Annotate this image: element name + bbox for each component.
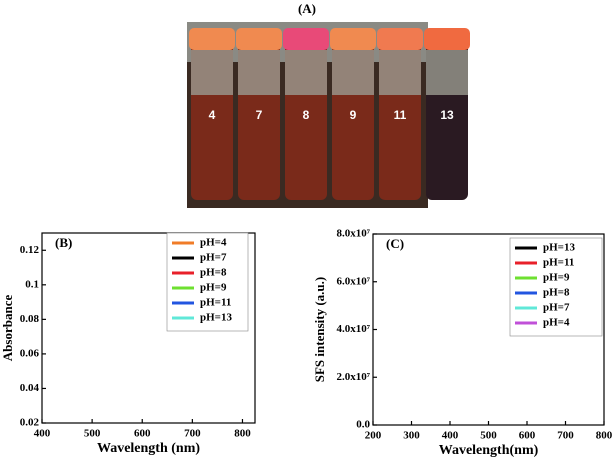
legend-box bbox=[166, 232, 249, 332]
tube-top bbox=[426, 50, 468, 95]
legend-label: pH=7 bbox=[200, 252, 227, 264]
legend-label: pH=13 bbox=[200, 312, 232, 324]
x-tick-label: 500 bbox=[480, 430, 497, 442]
panel-label: (C) bbox=[386, 236, 404, 251]
tube-label: 8 bbox=[303, 108, 310, 122]
x-tick-label: 300 bbox=[403, 430, 420, 442]
legend-label: pH=4 bbox=[200, 237, 227, 249]
x-tick-label: 200 bbox=[365, 430, 382, 442]
legend-label: pH=11 bbox=[200, 297, 231, 309]
tube-cap bbox=[377, 28, 423, 50]
y-tick-label: 0.04 bbox=[20, 382, 40, 394]
panel-label: (B) bbox=[55, 235, 72, 250]
x-tick-label: 700 bbox=[557, 430, 574, 442]
x-axis-label: Wavelength(nm) bbox=[439, 443, 539, 458]
y-tick-label: 0.12 bbox=[20, 244, 40, 256]
tube-cap bbox=[283, 28, 329, 50]
y-tick-label: 6.0x10⁷ bbox=[336, 275, 370, 287]
legend-label: pH=9 bbox=[200, 282, 227, 294]
y-tick-label: 0.0 bbox=[356, 419, 370, 431]
x-tick-label: 400 bbox=[34, 428, 51, 440]
legend-label: pH=8 bbox=[200, 267, 227, 279]
legend-label: pH=9 bbox=[543, 272, 570, 284]
legend-label: pH=11 bbox=[543, 257, 574, 269]
y-tick-label: 0.02 bbox=[20, 417, 40, 429]
legend-label: pH=8 bbox=[543, 287, 570, 299]
x-tick-label: 400 bbox=[442, 430, 459, 442]
y-tick-label: 2.0x10⁷ bbox=[336, 371, 370, 383]
tube-top bbox=[285, 50, 327, 95]
y-axis-label: SFS intensity (a.u.) bbox=[312, 277, 327, 382]
photo: 4 7 8 9 11 13 bbox=[187, 22, 470, 208]
tube-cap bbox=[189, 28, 235, 50]
x-tick-label: 700 bbox=[184, 428, 201, 440]
x-tick-label: 800 bbox=[234, 428, 251, 440]
tube-top bbox=[332, 50, 374, 95]
tube-label: 7 bbox=[256, 108, 263, 122]
tube-cap bbox=[424, 28, 470, 50]
legend-label: pH=7 bbox=[543, 302, 570, 314]
y-tick-label: 8.0x10⁷ bbox=[336, 228, 370, 240]
tube-cap bbox=[330, 28, 376, 50]
x-tick-label: 600 bbox=[134, 428, 151, 440]
tube-top bbox=[379, 50, 421, 95]
legend-box bbox=[509, 237, 603, 337]
tube-cap bbox=[236, 28, 282, 50]
panel-label: (A) bbox=[298, 1, 316, 16]
y-tick-label: 0.08 bbox=[20, 313, 40, 325]
x-tick-label: 500 bbox=[84, 428, 101, 440]
tube-label: 9 bbox=[350, 108, 357, 122]
y-tick-label: 0.06 bbox=[20, 347, 40, 359]
x-tick-label: 600 bbox=[519, 430, 536, 442]
x-axis-label: Wavelength (nm) bbox=[97, 441, 200, 456]
tube-top bbox=[238, 50, 280, 95]
tube-label: 4 bbox=[209, 108, 216, 122]
tube-label: 11 bbox=[394, 108, 407, 122]
plot-frame bbox=[41, 232, 256, 424]
tube-label: 13 bbox=[440, 108, 454, 122]
y-axis-label: Absorbance bbox=[0, 295, 15, 362]
legend-label: pH=4 bbox=[543, 317, 570, 329]
legend-label: pH=13 bbox=[543, 242, 575, 254]
y-tick-label: 0.1 bbox=[25, 278, 39, 290]
tube-top bbox=[191, 50, 233, 95]
x-tick-label: 800 bbox=[596, 430, 613, 442]
y-tick-label: 4.0x10⁷ bbox=[336, 323, 370, 335]
